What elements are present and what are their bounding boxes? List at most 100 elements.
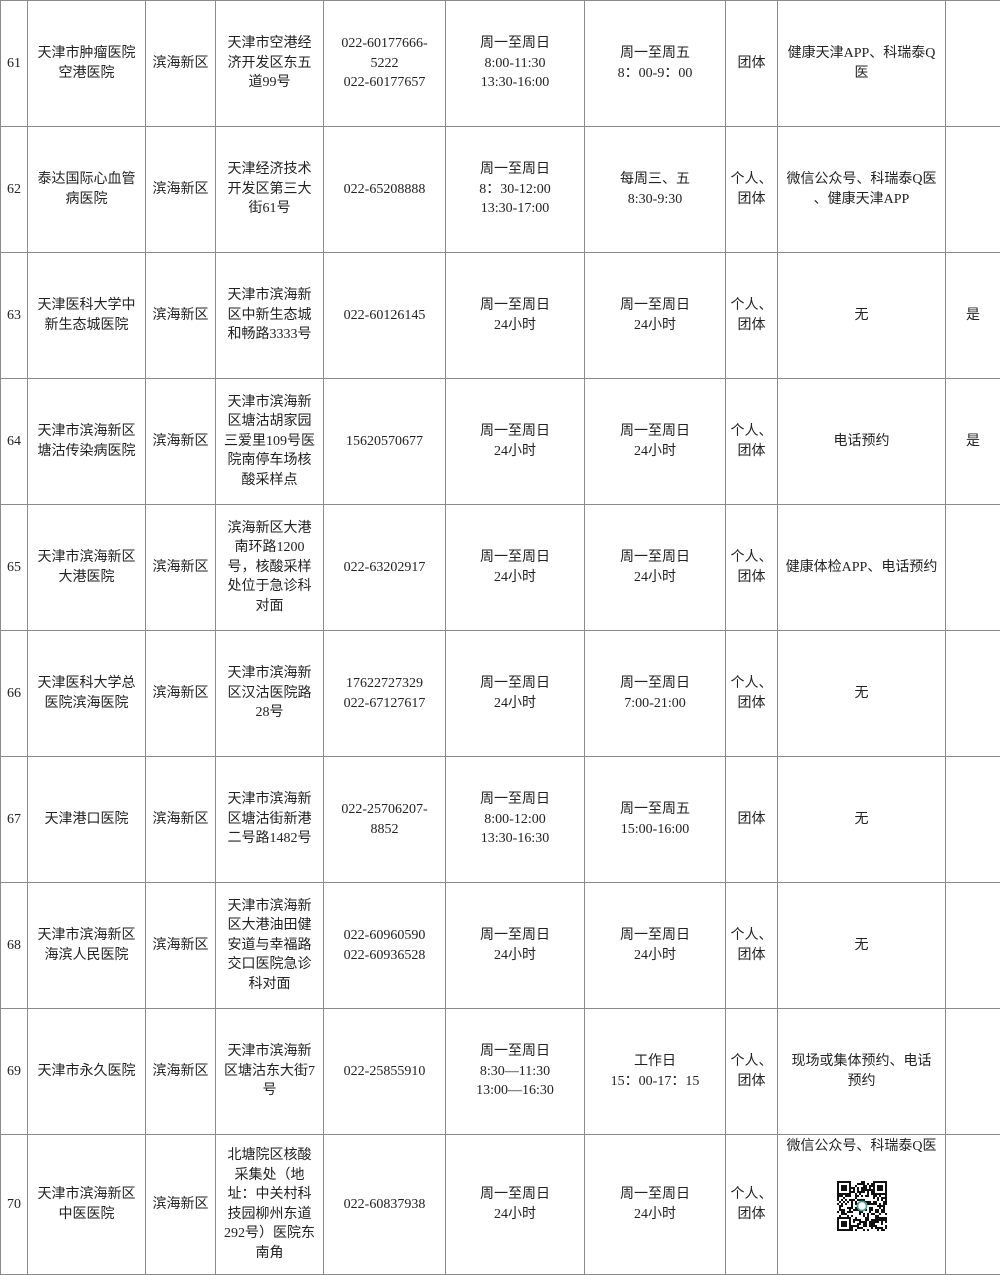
booking-method-cell: 微信公众号、科瑞泰Q医 、健康天津APP (778, 127, 946, 253)
booking-method-cell: 电话预约 (778, 379, 946, 505)
booking-method: 健康体检APP、电话预约 (786, 560, 938, 575)
opening-hours: 周一至周日 24小时 (480, 298, 550, 333)
booking-method: 无 (855, 686, 869, 701)
testing-hours-cell: 周一至周日 24小时 (585, 379, 726, 505)
table-row: 66 天津医科大学总 医院滨海医院 滨海新区天津市滨海新 区汉沽医院路 28号 176… (1, 631, 1000, 757)
opening-hours: 周一至周日 24小时 (480, 550, 550, 585)
testing-hours-cell: 周一至周五 15:00-16:00 (585, 757, 726, 883)
district: 滨海新区 (153, 434, 209, 449)
booking-method-cell: 无 (778, 883, 946, 1009)
phone: 022-60126145 (344, 308, 426, 323)
hospital-name-cell: 天津市滨海新区 海滨人民医院 (28, 883, 146, 1009)
row-number-cell: 63 (1, 253, 28, 379)
testing-hours: 周一至周日 24小时 (620, 928, 690, 963)
district-cell: 滨海新区 (146, 379, 216, 505)
address-cell: 天津市空港经 济开发区东五 道99号 (216, 1, 324, 127)
booking-method: 微信公众号、科瑞泰Q医 (786, 1139, 936, 1154)
booking-method: 健康天津APP、科瑞泰Q 医 (788, 46, 936, 81)
district-cell: 滨海新区 (146, 1135, 216, 1275)
qr-code-icon (837, 1181, 887, 1231)
extra-flag-cell (946, 883, 1000, 1009)
opening-hours: 周一至周日 8:00-11:30 13:30-16:00 (480, 36, 550, 90)
district: 滨海新区 (153, 686, 209, 701)
testing-hours-cell: 周一至周五 8：00-9：00 (585, 1, 726, 127)
opening-hours-cell: 周一至周日 24小时 (446, 631, 585, 757)
phone-cell: 17622727329 022-67127617 (324, 631, 446, 757)
address: 天津市滨海新 区塘沽东大街7 号 (224, 1044, 315, 1098)
address-cell: 天津市滨海新 区塘沽东大街7 号 (216, 1009, 324, 1135)
extra-flag-cell: 是 (946, 253, 1000, 379)
row-number: 64 (7, 434, 21, 449)
booking-method: 电话预约 (834, 434, 890, 449)
hospital-name: 天津市滨海新区 大港医院 (38, 550, 136, 585)
row-number-cell: 65 (1, 505, 28, 631)
row-number-cell: 61 (1, 1, 28, 127)
extra-flag-cell (946, 127, 1000, 253)
opening-hours-cell: 周一至周日 8:30—11:30 13:00—16:30 (446, 1009, 585, 1135)
hospital-name-cell: 天津港口医院 (28, 757, 146, 883)
row-number: 62 (7, 182, 21, 197)
row-number: 61 (7, 56, 21, 71)
hospital-name: 天津市永久医院 (38, 1064, 136, 1079)
district: 滨海新区 (153, 1197, 209, 1212)
extra-flag-cell (946, 505, 1000, 631)
district-cell: 滨海新区 (146, 1, 216, 127)
phone: 022-63202917 (344, 560, 426, 575)
booking-method: 无 (855, 308, 869, 323)
row-number-cell: 64 (1, 379, 28, 505)
hospital-name-cell: 天津市肿瘤医院 空港医院 (28, 1, 146, 127)
booking-method-cell: 现场或集体预约、电话 预约 (778, 1009, 946, 1135)
row-number-cell: 69 (1, 1009, 28, 1135)
testing-hours: 周一至周日 24小时 (620, 1187, 690, 1222)
booking-method-cell: 健康体检APP、电话预约 (778, 505, 946, 631)
address-cell: 天津市滨海新 区塘沽胡家园 三爱里109号医 院南停车场核 酸采样点 (216, 379, 324, 505)
hospital-name-cell: 泰达国际心血管 病医院 (28, 127, 146, 253)
testing-hours: 周一至周日 24小时 (620, 298, 690, 333)
phone: 022-65208888 (344, 182, 426, 197)
extra-flag: 是 (966, 308, 980, 323)
service-type: 个人、 团体 (731, 424, 773, 459)
row-number: 66 (7, 686, 21, 701)
hospital-name-cell: 天津市滨海新区 塘沽传染病医院 (28, 379, 146, 505)
phone-cell: 022-65208888 (324, 127, 446, 253)
row-number: 68 (7, 938, 21, 953)
row-number-cell: 62 (1, 127, 28, 253)
testing-hours: 周一至周日 24小时 (620, 550, 690, 585)
district: 滨海新区 (153, 182, 209, 197)
phone-cell: 022-60960590 022-60936528 (324, 883, 446, 1009)
district-cell: 滨海新区 (146, 505, 216, 631)
hospital-name: 天津市滨海新区 海滨人民医院 (38, 928, 136, 963)
opening-hours: 周一至周日 8:00-12:00 13:30-16:30 (480, 792, 550, 846)
hospital-name: 天津医科大学总 医院滨海医院 (38, 676, 136, 711)
row-number-cell: 67 (1, 757, 28, 883)
testing-hours: 周一至周五 15:00-16:00 (620, 802, 690, 837)
phone-cell: 022-60837938 (324, 1135, 446, 1275)
hospital-name: 泰达国际心血管 病医院 (38, 172, 136, 207)
address: 北塘院区核酸 采集处（地 址：中关村科 技园柳州东道 292号）医院东 南角 (224, 1148, 315, 1261)
testing-hours-cell: 每周三、五 8:30-9:30 (585, 127, 726, 253)
row-number: 65 (7, 560, 21, 575)
address-cell: 天津市滨海新 区汉沽医院路 28号 (216, 631, 324, 757)
phone: 022-25855910 (344, 1064, 426, 1079)
row-number: 69 (7, 1064, 21, 1079)
service-type-cell: 团体 (726, 757, 778, 883)
district-cell: 滨海新区 (146, 631, 216, 757)
phone: 17622727329 022-67127617 (344, 676, 426, 711)
hospital-name: 天津市肿瘤医院 空港医院 (38, 46, 136, 81)
testing-hours-cell: 周一至周日 24小时 (585, 883, 726, 1009)
address: 天津市滨海新 区中新生态城 和畅路3333号 (228, 288, 312, 342)
service-type-cell: 个人、 团体 (726, 379, 778, 505)
opening-hours: 周一至周日 24小时 (480, 1187, 550, 1222)
row-number: 63 (7, 308, 21, 323)
phone: 022-60960590 022-60936528 (344, 928, 426, 963)
opening-hours-cell: 周一至周日 24小时 (446, 253, 585, 379)
booking-method-cell: 无 (778, 757, 946, 883)
extra-flag-cell (946, 1135, 1000, 1275)
service-type-cell: 团体 (726, 1, 778, 127)
address-cell: 天津市滨海新 区塘沽街新港 二号路1482号 (216, 757, 324, 883)
